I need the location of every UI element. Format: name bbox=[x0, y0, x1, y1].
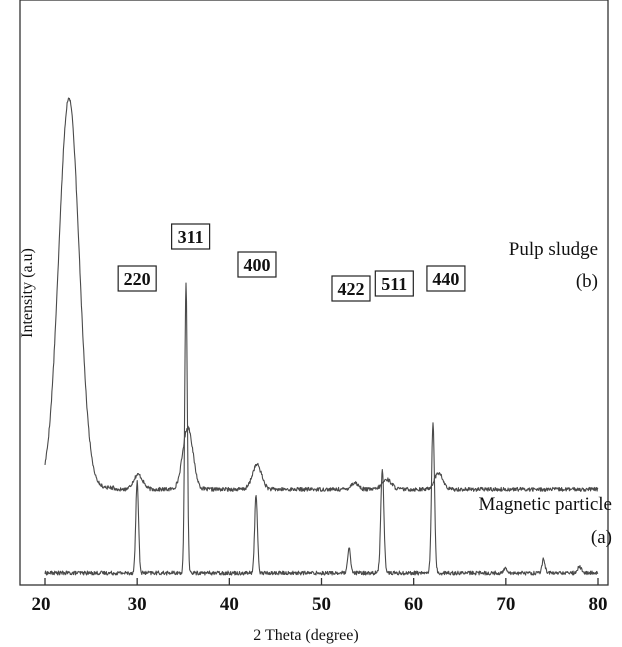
series-b-name: Pulp sludge bbox=[509, 239, 598, 260]
series-b-line-lead bbox=[44, 97, 115, 491]
series-b-tag: (b) bbox=[576, 271, 598, 292]
x-tick-label: 20 bbox=[32, 594, 51, 615]
peak-label-box bbox=[331, 275, 371, 302]
peak-label-text: 511 bbox=[381, 274, 407, 294]
peak-label-text: 400 bbox=[243, 255, 270, 275]
peak-label-box bbox=[374, 270, 414, 297]
series-a-line bbox=[44, 282, 599, 576]
x-tick-label: 40 bbox=[220, 594, 239, 615]
peak-label-511: 511 bbox=[374, 270, 414, 297]
y-axis-label: Intensity (a.u) bbox=[19, 248, 36, 338]
series-b-line bbox=[113, 425, 599, 492]
peak-label-text: 311 bbox=[178, 227, 204, 247]
plot-frame bbox=[19, 0, 609, 586]
x-tick-label: 50 bbox=[312, 594, 331, 615]
peak-label-box bbox=[171, 223, 211, 250]
x-axis: 20 30 40 50 60 70 80 bbox=[32, 578, 608, 615]
peak-label-text: 440 bbox=[432, 269, 459, 289]
traces-layer bbox=[44, 97, 599, 576]
peak-label-220: 220 bbox=[117, 265, 157, 292]
x-axis-label: 2 Theta (degree) bbox=[253, 627, 358, 644]
peak-label-311: 311 bbox=[171, 223, 211, 250]
peak-label-box bbox=[117, 265, 157, 292]
peak-label-box bbox=[237, 251, 277, 278]
peak-label-text: 422 bbox=[337, 279, 364, 299]
series-a-tag: (a) bbox=[591, 527, 612, 548]
x-tick-label: 30 bbox=[128, 594, 147, 615]
peak-label-422: 422 bbox=[331, 275, 371, 302]
x-tick-label: 80 bbox=[589, 594, 608, 615]
peak-labels: 220 311 400 422 511 440 bbox=[117, 223, 466, 302]
series-a-name: Magnetic particle bbox=[479, 494, 612, 515]
peak-label-text: 220 bbox=[124, 269, 151, 289]
peak-label-box bbox=[426, 265, 466, 292]
peak-label-400: 400 bbox=[237, 251, 277, 278]
peak-label-440: 440 bbox=[426, 265, 466, 292]
x-tick-label: 60 bbox=[404, 594, 423, 615]
x-tick-label: 70 bbox=[496, 594, 515, 615]
